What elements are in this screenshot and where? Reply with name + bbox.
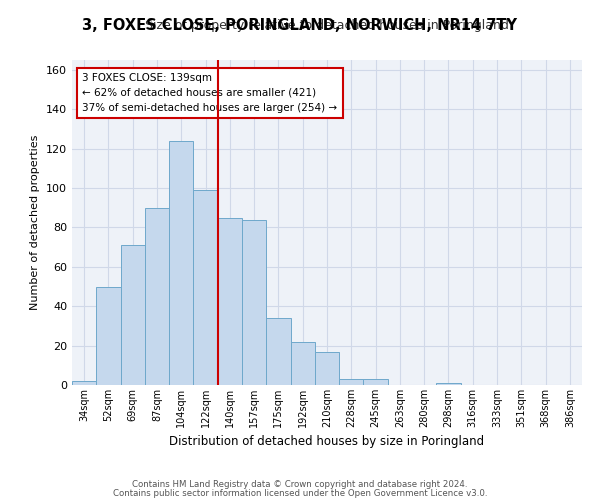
Bar xyxy=(145,208,169,385)
Bar xyxy=(266,318,290,385)
Text: 3 FOXES CLOSE: 139sqm
← 62% of detached houses are smaller (421)
37% of semi-det: 3 FOXES CLOSE: 139sqm ← 62% of detached … xyxy=(82,73,337,112)
Bar xyxy=(96,286,121,385)
Text: Contains public sector information licensed under the Open Government Licence v3: Contains public sector information licen… xyxy=(113,489,487,498)
Bar xyxy=(72,381,96,385)
Bar xyxy=(193,190,218,385)
Text: 3, FOXES CLOSE, PORINGLAND, NORWICH, NR14 7TY: 3, FOXES CLOSE, PORINGLAND, NORWICH, NR1… xyxy=(83,18,517,32)
Bar xyxy=(436,383,461,385)
Bar xyxy=(242,220,266,385)
Y-axis label: Number of detached properties: Number of detached properties xyxy=(31,135,40,310)
Bar xyxy=(315,352,339,385)
Title: Size of property relative to detached houses in Poringland: Size of property relative to detached ho… xyxy=(145,20,509,32)
Bar xyxy=(364,379,388,385)
Bar xyxy=(218,218,242,385)
Bar xyxy=(169,141,193,385)
Text: Contains HM Land Registry data © Crown copyright and database right 2024.: Contains HM Land Registry data © Crown c… xyxy=(132,480,468,489)
Bar xyxy=(290,342,315,385)
X-axis label: Distribution of detached houses by size in Poringland: Distribution of detached houses by size … xyxy=(169,436,485,448)
Bar xyxy=(339,379,364,385)
Bar xyxy=(121,245,145,385)
